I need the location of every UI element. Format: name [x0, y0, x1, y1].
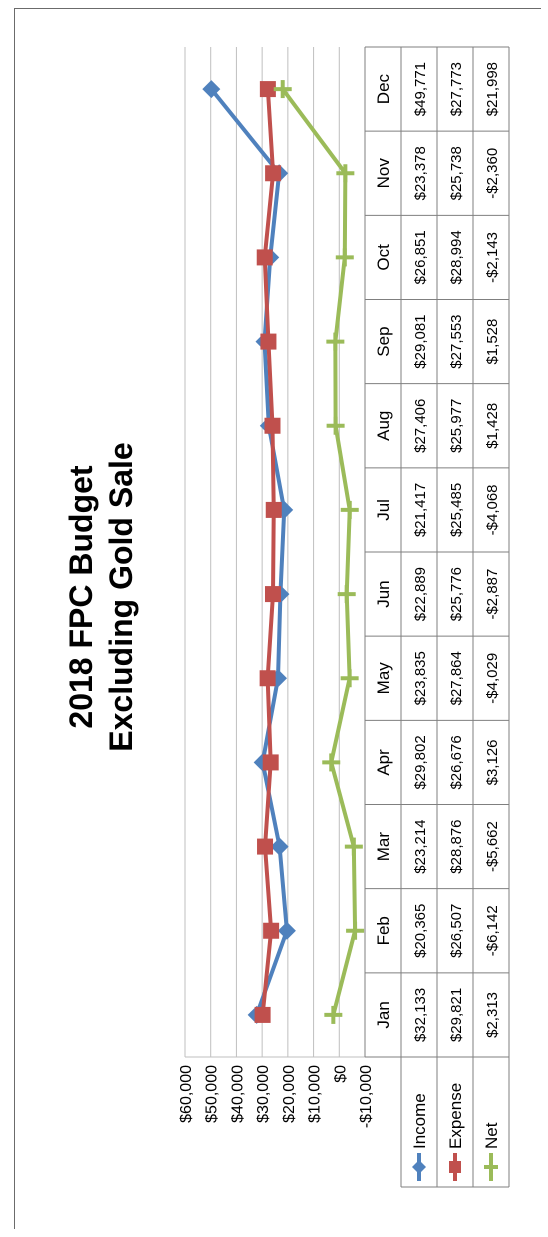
x-tick-label: Nov	[374, 158, 393, 189]
net-point	[340, 669, 359, 688]
data-label: $20,365	[412, 904, 429, 958]
series-line-expense	[260, 88, 276, 1016]
y-tick-label: $10,000	[307, 1065, 324, 1123]
data-label: -$4,029	[484, 653, 501, 704]
expense-point	[265, 165, 282, 182]
data-label: $32,133	[412, 988, 429, 1042]
y-tick-label: $50,000	[204, 1065, 221, 1123]
expense-point	[257, 838, 274, 855]
x-tick-label: Dec	[374, 73, 393, 104]
data-label: $21,998	[484, 62, 501, 116]
net-point	[336, 164, 355, 183]
data-label: $29,802	[412, 735, 429, 789]
data-label: $2,313	[484, 992, 501, 1038]
data-label: $26,676	[448, 735, 465, 789]
x-tick-label: Apr	[374, 749, 393, 776]
expense-point	[265, 501, 282, 518]
legend-marker	[449, 1161, 461, 1173]
series-lines	[202, 80, 365, 1024]
x-tick-label: Jun	[374, 580, 393, 607]
expense-point	[260, 333, 277, 350]
data-label: $28,994	[448, 230, 465, 284]
data-label: $26,507	[448, 904, 465, 958]
page-frame	[14, 8, 541, 1229]
expense-point	[259, 81, 276, 98]
data-label: $25,977	[448, 399, 465, 453]
x-tick-label: Jul	[374, 499, 393, 521]
legend-label: Expense	[446, 1083, 465, 1149]
series-line-net	[281, 87, 358, 1016]
data-label: $1,428	[484, 403, 501, 449]
data-label: -$2,360	[484, 148, 501, 199]
legend-label: Net	[482, 1122, 501, 1149]
data-label: $23,214	[412, 819, 429, 873]
income-point	[202, 80, 221, 99]
x-tick-label: Sep	[374, 326, 393, 356]
data-label: -$4,068	[484, 484, 501, 535]
chart-title: 2018 FPC Budget	[63, 465, 99, 729]
data-label: $29,081	[412, 314, 429, 368]
chart-subtitle: Excluding Gold Sale	[103, 442, 139, 751]
expense-point	[264, 417, 281, 434]
income-point	[277, 921, 296, 940]
expense-point	[265, 586, 282, 603]
data-label: $28,876	[448, 819, 465, 873]
data-label: $27,773	[448, 62, 465, 116]
income-point	[270, 837, 289, 856]
data-label: -$2,887	[484, 569, 501, 620]
data-label: $22,889	[412, 567, 429, 621]
data-label: $27,864	[448, 651, 465, 705]
data-label: $29,821	[448, 988, 465, 1042]
expense-point	[256, 249, 273, 266]
data-label: -$5,662	[484, 821, 501, 872]
net-point	[324, 1005, 343, 1024]
data-label: $1,528	[484, 319, 501, 365]
net-point	[340, 500, 359, 519]
data-table: Jan Feb Mar Apr May Jun Jul Aug Sep Oct Nov Dec Inco…	[364, 46, 510, 1188]
data-label: $23,378	[412, 146, 429, 200]
data-label: $25,485	[448, 483, 465, 537]
expense-point	[254, 1006, 271, 1023]
net-point	[326, 416, 345, 435]
data-label: $27,553	[448, 314, 465, 368]
x-tick-label: May	[374, 662, 393, 695]
y-tick-label: $20,000	[281, 1065, 298, 1123]
legend-marker	[412, 1160, 426, 1174]
y-tick-label: -$10,000	[358, 1065, 375, 1128]
x-tick-label: Feb	[374, 916, 393, 945]
x-tick-label: Jan	[374, 1001, 393, 1028]
expense-point	[263, 922, 280, 939]
y-axis: $60,000 $50,000 $40,000 $30,000 $20,000 $10,0…	[178, 1065, 375, 1128]
x-tick-label: Oct	[374, 244, 393, 271]
data-label: -$2,143	[484, 232, 501, 283]
data-label: $26,851	[412, 230, 429, 284]
data-label: $49,771	[412, 62, 429, 116]
x-tick-label: Mar	[374, 832, 393, 862]
data-label: $3,126	[484, 739, 501, 785]
data-label: $25,776	[448, 567, 465, 621]
net-point	[273, 80, 292, 99]
data-label: $23,835	[412, 651, 429, 705]
net-point	[346, 921, 365, 940]
y-tick-label: $30,000	[255, 1065, 272, 1123]
data-label: $21,417	[412, 483, 429, 537]
expense-point	[262, 754, 279, 771]
expense-point	[259, 670, 276, 687]
x-tick-label: Aug	[374, 411, 393, 441]
data-label: $25,738	[448, 146, 465, 200]
data-label: -$6,142	[484, 905, 501, 956]
y-tick-label: $0	[332, 1065, 349, 1083]
net-point	[344, 837, 363, 856]
data-label: $27,406	[412, 399, 429, 453]
y-tick-label: $60,000	[178, 1065, 195, 1123]
net-point	[335, 248, 354, 267]
series-line-income	[209, 87, 289, 1016]
net-point	[322, 753, 341, 772]
net-point	[326, 332, 345, 351]
net-point	[337, 585, 356, 604]
y-tick-label: $40,000	[229, 1065, 246, 1123]
legend-label: Income	[410, 1093, 429, 1149]
